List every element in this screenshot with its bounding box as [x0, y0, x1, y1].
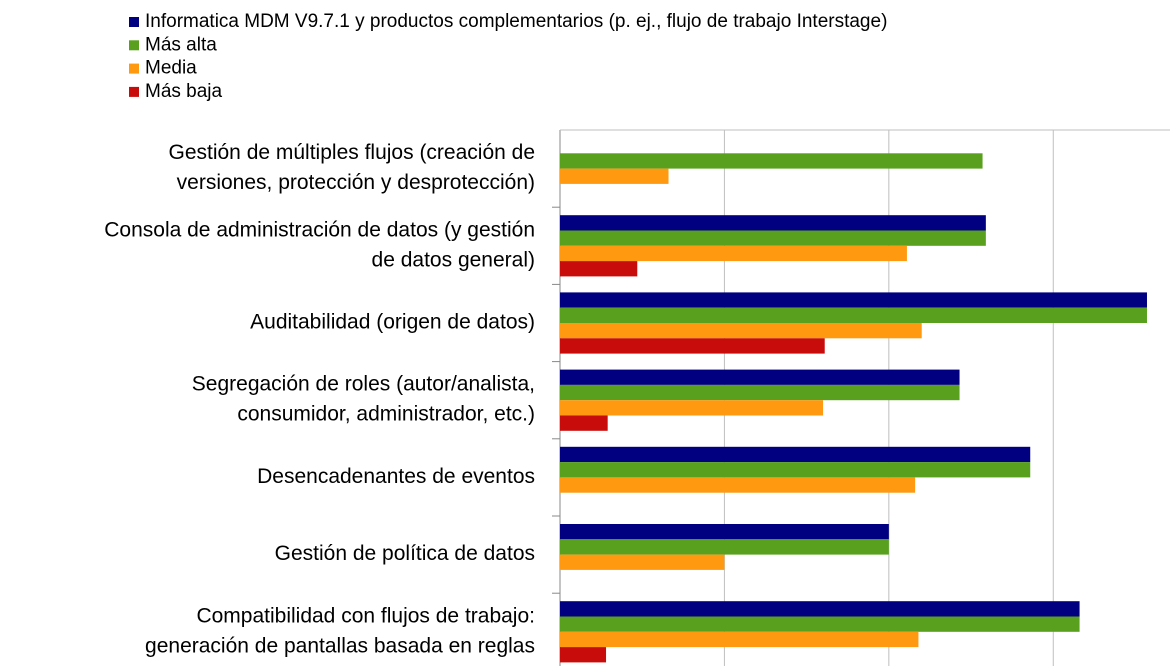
- bar: [560, 292, 1147, 308]
- bar: [560, 415, 608, 431]
- bar: [560, 168, 669, 184]
- bar: [560, 153, 983, 169]
- bar: [560, 601, 1080, 617]
- legend-swatch: [129, 17, 139, 27]
- bar: [560, 554, 725, 570]
- legend-label: Media: [145, 58, 197, 79]
- legend-label: Más alta: [145, 34, 217, 55]
- category-label: consumidor, administrador, etc.): [237, 403, 535, 426]
- category-label: generación de pantallas basada en reglas: [145, 634, 535, 657]
- bar: [560, 230, 986, 246]
- legend-label: Informatica MDM V9.7.1 y productos compl…: [145, 11, 887, 32]
- category-label: Segregación de roles (autor/analista,: [192, 373, 535, 396]
- bar: [560, 647, 607, 663]
- bar: [560, 245, 907, 262]
- category-label: Desencadenantes de eventos: [257, 465, 535, 488]
- legend-swatch: [129, 40, 139, 51]
- bar: [560, 539, 889, 555]
- bar: [560, 616, 1080, 632]
- bar: [560, 384, 960, 401]
- legend-swatch: [129, 86, 139, 97]
- bar: [560, 338, 825, 354]
- legend-swatch: [129, 63, 139, 74]
- category-label: Compatibilidad con flujos de trabajo:: [196, 604, 535, 627]
- bar: [560, 369, 960, 385]
- legend-label: Más baja: [145, 81, 223, 102]
- bar: [560, 307, 1147, 323]
- category-label: Auditabilidad (origen de datos): [250, 311, 535, 334]
- bar: [560, 261, 638, 277]
- bar: [560, 215, 986, 231]
- bar: [560, 477, 916, 493]
- category-label: Gestión de múltiples flujos (creación de: [168, 141, 535, 164]
- bar: [560, 524, 889, 540]
- bar: [560, 323, 922, 339]
- category-label: de datos general): [372, 248, 535, 271]
- category-label: Gestión de política de datos: [275, 542, 535, 565]
- category-label: versiones, protección y desprotección): [177, 171, 535, 194]
- bar: [560, 446, 1031, 463]
- bar: [560, 462, 1031, 478]
- bar: [560, 400, 824, 416]
- bar: [560, 631, 919, 648]
- category-label: Consola de administración de datos (y ge…: [104, 218, 535, 241]
